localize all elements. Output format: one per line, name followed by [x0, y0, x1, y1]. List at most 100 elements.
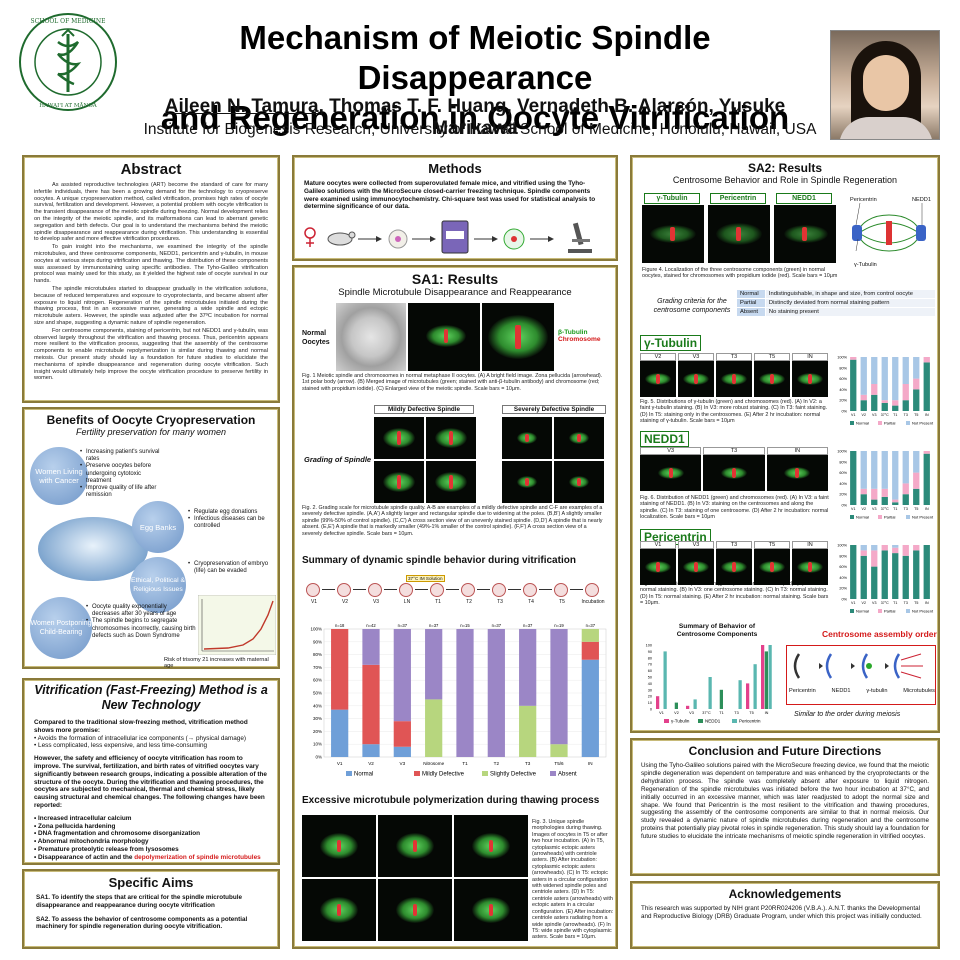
- mini-bar-segment: [902, 555, 909, 599]
- conclusion-panel: Conclusion and Future Directions Using t…: [630, 738, 940, 876]
- legend-label: Normal: [856, 515, 869, 520]
- sample-size-label: n=18: [335, 623, 345, 628]
- y-tick-label: 20%: [839, 493, 847, 497]
- gamma-micrograph: [678, 361, 714, 397]
- criteria-desc: Distinctly deviated from normal staining…: [764, 298, 937, 308]
- summary-bar: [761, 645, 765, 709]
- mini-bar-segment: [871, 451, 878, 489]
- criteria-grade: Normal: [736, 289, 766, 299]
- grading-micrograph: [374, 461, 424, 503]
- step-oocyte: [585, 583, 599, 597]
- x-tick-label: T3: [525, 761, 531, 766]
- diagram-label-nedd1: NEDD1: [912, 197, 931, 203]
- mini-bar-segment: [850, 357, 857, 360]
- x-tick-label: T5: [914, 601, 918, 605]
- grading-micrograph: [502, 461, 552, 503]
- mini-bar-segment: [923, 357, 930, 363]
- benefits-panel: Benefits of Oocyte Cryopreservation Fert…: [22, 407, 280, 669]
- y-tick-label: 60%: [839, 377, 847, 381]
- column-header: IN: [792, 541, 828, 549]
- change-item: • DNA fragmentation and chromosome disor…: [34, 830, 201, 838]
- sa1-panel: SA1: Results Spindle Microtubule Disappe…: [292, 265, 618, 949]
- mini-bar-segment: [881, 402, 888, 411]
- legend-swatch: [878, 609, 882, 613]
- step-arrow: [539, 589, 552, 590]
- summary-bar: [663, 651, 667, 709]
- assembly-order-box: Pericentrin NEDD1 γ-tubulin Microtubules: [786, 645, 936, 705]
- summary-bar: [686, 705, 690, 709]
- y-tick-label: 30: [648, 688, 652, 692]
- benefits-list-eggbanks: Regulate egg donations Infectious diseas…: [188, 509, 276, 531]
- legend-label: Not Present: [912, 515, 934, 520]
- summary-bar: [656, 696, 660, 709]
- summary-bar: [768, 645, 772, 709]
- pericentrin-micrograph: [640, 549, 676, 585]
- legend-swatch: [906, 421, 910, 425]
- y-tick-label: 50%: [313, 691, 322, 696]
- legend-swatch: [550, 771, 556, 776]
- y-tick-label: 80%: [313, 652, 322, 657]
- y-tick-label: 40%: [839, 576, 847, 580]
- y-tick-label: 10%: [313, 742, 322, 747]
- gamma-tubulin-chart: 0% 20% 40% 60% 80% 100% V1 V2 V3 37°C T1 T3 T5 IN Norm…: [837, 356, 934, 426]
- y-tick-label: 80%: [839, 460, 847, 464]
- step-arrow: [384, 589, 397, 590]
- fig4-caption: Figure 4. Localization of the three cent…: [642, 267, 838, 280]
- spindle-grade-chart: 0% 10% 20% 30% 40% 50% 60% 70% 80% 90% 100% V1 n=18 V…: [310, 623, 607, 778]
- grading-micrograph: [374, 417, 424, 459]
- step-label: T4: [528, 599, 534, 605]
- step-oocyte: [523, 583, 537, 597]
- mini-bar-segment: [902, 384, 909, 401]
- bar-segment-normal: [393, 746, 411, 757]
- y-tick-label: 40%: [839, 482, 847, 486]
- mini-bar-segment: [913, 550, 920, 599]
- criteria-grade: Absent: [736, 307, 766, 317]
- step-arrow: [446, 589, 459, 590]
- legend-label: Partial: [884, 421, 895, 426]
- vitrification-steps: V1 V2 V3 LN T1 T2 T3 T4 T5 Incubation 37°C IM Solu…: [302, 575, 610, 611]
- mini-bar-segment: [902, 451, 909, 484]
- mild-defective-label: Mildly Defective Spindle: [374, 405, 474, 414]
- mini-bar-segment: [923, 453, 930, 505]
- column-header: T5: [754, 541, 790, 549]
- mini-bar-segment: [860, 357, 867, 395]
- trisomy-graph: [198, 595, 276, 655]
- title-line-1: Mechanism of Meiotic Spindle Disappearan…: [239, 19, 711, 96]
- sa2-title: SA2: Results: [747, 161, 823, 175]
- methods-title: Methods: [428, 161, 482, 176]
- other-authors: , Thomas T. F. Huang, Vernadeth B. Alarc…: [318, 96, 786, 139]
- change-item: • Zona pellucida hardening: [34, 822, 116, 830]
- sample-size-label: n=37: [429, 623, 439, 628]
- conclusion-title: Conclusion and Future Directions: [688, 744, 882, 758]
- criteria-table: Normal Indistinguishable, in shape and si…: [736, 289, 937, 317]
- legend-swatch: [850, 609, 854, 613]
- vitri-intro: Compared to the traditional slow-freezin…: [34, 719, 248, 734]
- mini-bar-segment: [871, 357, 878, 384]
- step-oocyte: [492, 583, 506, 597]
- order-step: Pericentrin: [789, 688, 816, 694]
- order-step: NEDD1: [831, 688, 851, 694]
- mini-bar-segment: [892, 400, 899, 406]
- x-tick-label: T3: [734, 711, 738, 715]
- x-tick-label: 37°C: [881, 507, 889, 511]
- mini-bar-segment: [902, 494, 909, 505]
- y-tick-label: 10: [648, 701, 652, 705]
- x-tick-label: V2: [674, 711, 679, 715]
- vitrification-panel: Vitrification (Fast-Freezing) Method is …: [22, 678, 280, 865]
- ack-body: This research was supported by NIH grant…: [641, 905, 922, 920]
- poster-header: SCHOOL OF MEDICINE HAWAI'I AT MĀNOA Mech…: [0, 0, 960, 150]
- bar-segment-absent: [456, 629, 474, 757]
- x-tick-label: T1: [893, 413, 897, 417]
- x-tick-label: V2: [368, 761, 374, 766]
- step-arrow: [508, 589, 521, 590]
- y-tick-label: 80: [648, 656, 652, 660]
- summary-bar: [693, 699, 697, 709]
- x-tick-label: IN: [925, 601, 929, 605]
- x-tick-label: T2: [494, 761, 500, 766]
- step-label: T5: [559, 599, 565, 605]
- mini-bar-segment: [860, 545, 867, 551]
- y-tick-label: 40%: [839, 388, 847, 392]
- legend-tubulin: β-Tubulin: [558, 329, 588, 336]
- order-step: Microtubules: [903, 688, 935, 694]
- brightfield-oocyte-image: [336, 303, 406, 371]
